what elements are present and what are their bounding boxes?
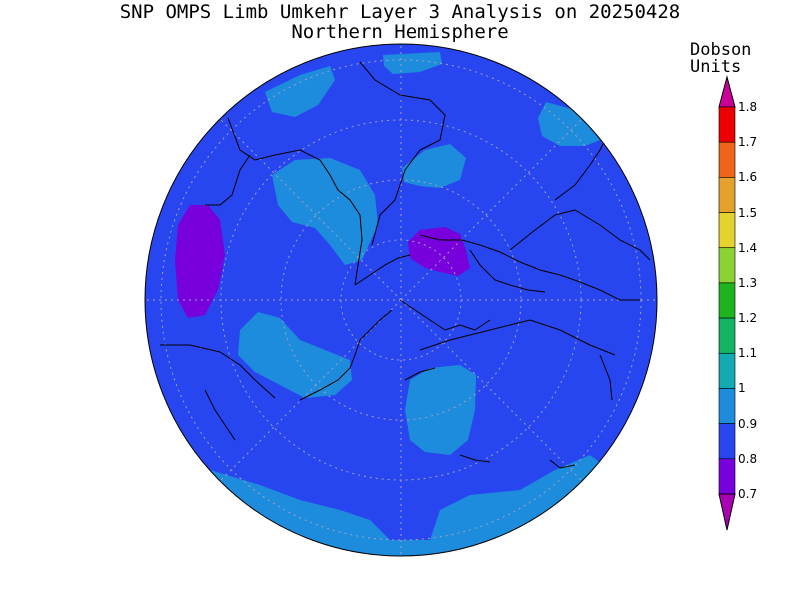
map-subtitle: Northern Hemisphere [291, 21, 509, 43]
colorbar-band [718, 388, 736, 424]
colorbar-band [718, 247, 736, 284]
map-title: SNP OMPS Limb Umkehr Layer 3 Analysis on… [119, 1, 681, 23]
units-line1: Dobson [690, 40, 752, 60]
graticule [145, 44, 657, 556]
contour-patch-lightblue [405, 365, 476, 455]
colorbar-tick-label: 0.8 [738, 451, 758, 466]
colorbar-bottom-arrow [718, 493, 736, 531]
colorbar-band [718, 141, 736, 178]
contour-patch-purple [408, 227, 470, 276]
colorbar-units: Dobson Units [690, 42, 751, 76]
colorbar-band [718, 352, 736, 389]
coastlines [160, 61, 651, 469]
colorbar-band [718, 177, 736, 213]
colorbar-band [718, 458, 736, 495]
contour-patch-lightblue [402, 144, 466, 188]
colorbar-tick-label: 1 [738, 381, 746, 396]
colorbar-tick-label: 0.7 [738, 487, 758, 501]
colorbar-tick-label: 1.1 [738, 346, 758, 361]
colorbar-tick-label: 1.5 [738, 205, 758, 220]
units-line2: Units [690, 57, 742, 77]
map-border [144, 43, 658, 557]
map-disc [145, 44, 657, 556]
contour-patch-purple [175, 205, 225, 318]
colorbar [718, 75, 736, 531]
title-block: SNP OMPS Limb Umkehr Layer 3 Analysis on… [0, 2, 800, 42]
colorbar-band [718, 212, 736, 249]
contour-patch-lightblue [238, 312, 352, 398]
colorbar-tick-label: 1.4 [738, 240, 758, 255]
contour-patch-lightblue [538, 102, 600, 146]
contour-patch-lightblue [272, 158, 378, 265]
colorbar-band [718, 317, 736, 354]
contour-patch-lightblue [383, 52, 442, 74]
colorbar-tick-label: 1.7 [738, 135, 758, 150]
colorbar-tick-label: 1.6 [738, 170, 758, 185]
colorbar-tick-label: 1.8 [738, 100, 758, 114]
colorbar-tick-label: 1.3 [738, 275, 758, 290]
colorbar-band [718, 282, 736, 319]
colorbar-tick-label: 0.9 [738, 416, 758, 431]
colorbar-tick-label: 1.2 [738, 311, 758, 326]
colorbar-top-arrow [718, 75, 736, 108]
colorbar-band [718, 106, 736, 143]
colorbar-band [718, 423, 736, 460]
contour-patch-lightblue [265, 66, 335, 117]
